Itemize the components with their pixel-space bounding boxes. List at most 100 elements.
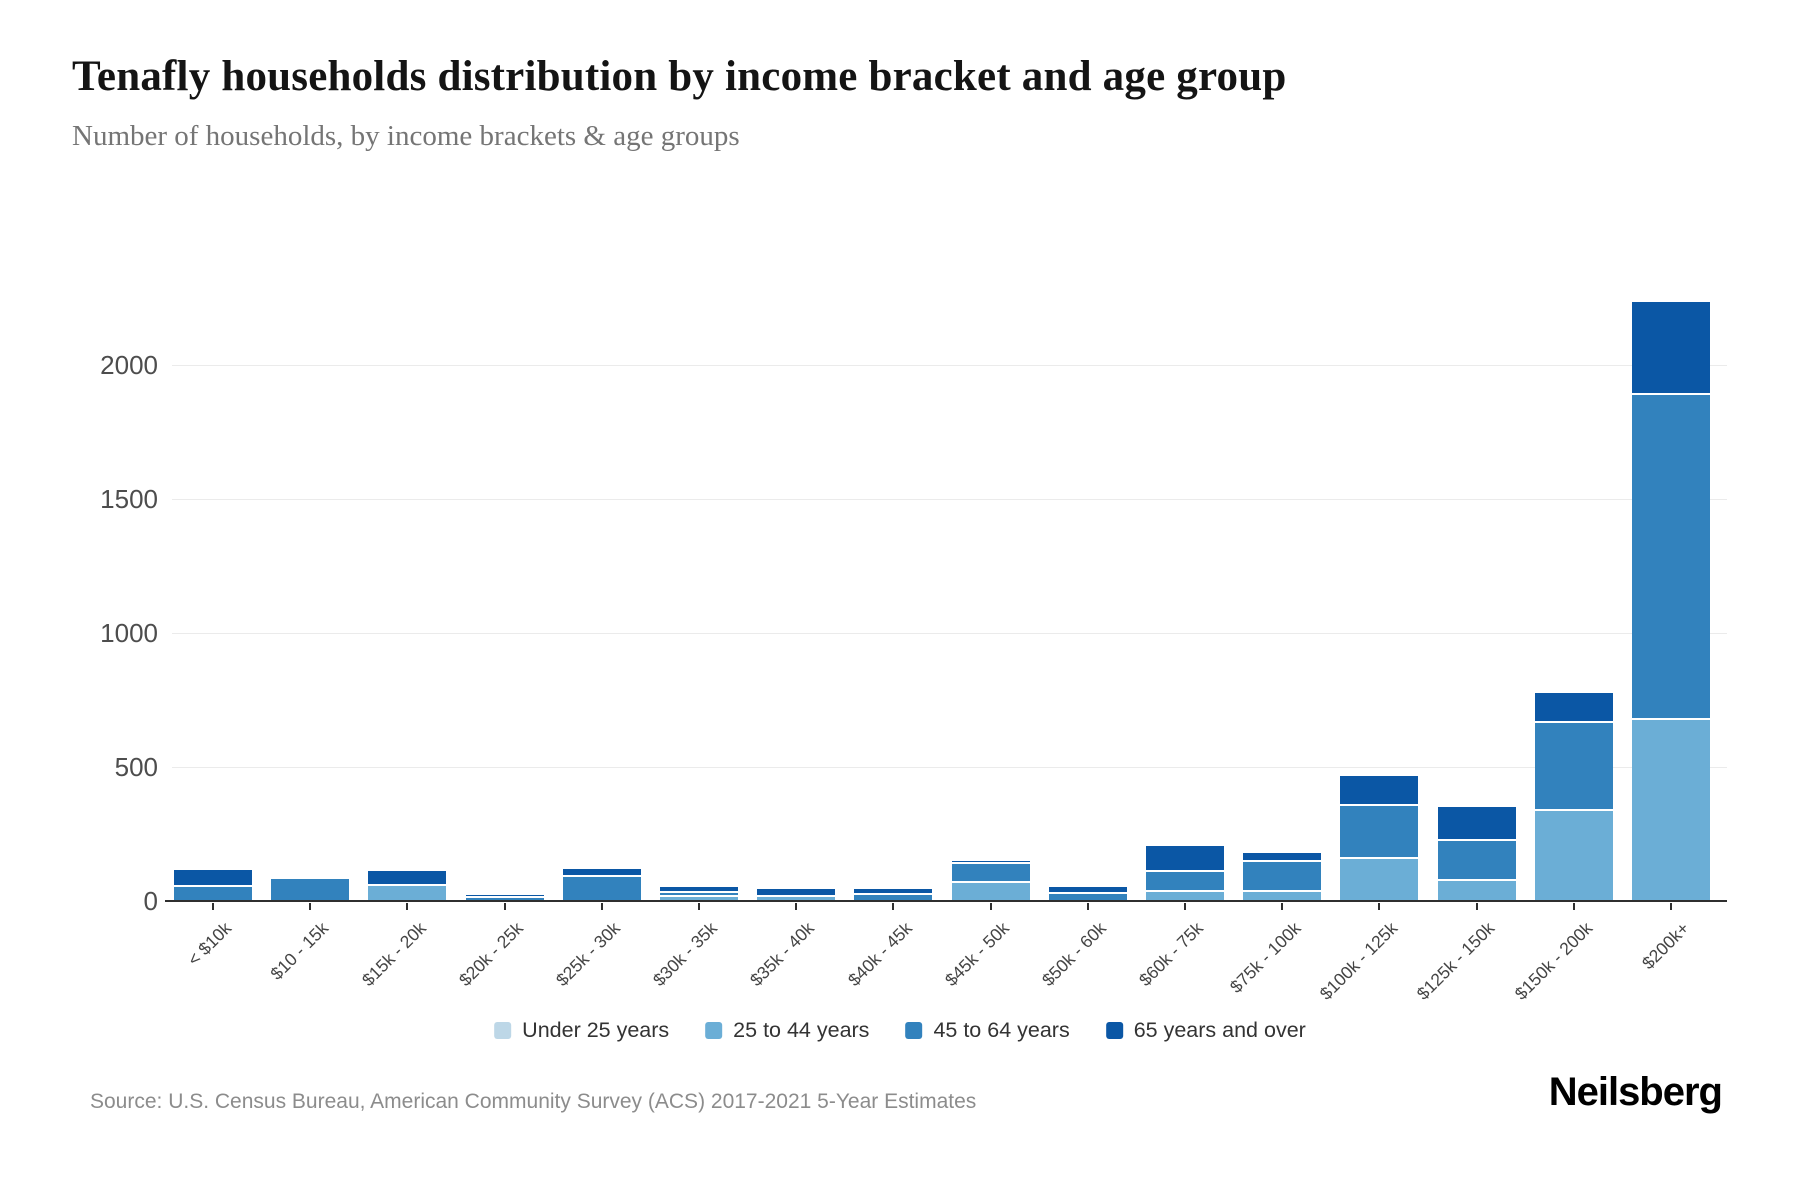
bar-10-15k[interactable] — [271, 876, 350, 901]
x-axis-label-60k-75k: $60k - 75k — [1135, 918, 1208, 990]
bar-segment-15k-20k-65-years-and-over[interactable] — [368, 870, 447, 886]
y-axis-tick-label-2000: 2000 — [100, 350, 158, 380]
bar-segment-75k-100k-65-years-and-over[interactable] — [1243, 852, 1322, 862]
bar-segment-10k-45-to-64-years[interactable] — [174, 887, 252, 901]
x-axis-tick-50k-60k — [1086, 903, 1089, 910]
bar-segment-45k-50k-45-to-64-years[interactable] — [951, 864, 1030, 884]
bar-segment-30k-35k-25-to-44-years[interactable] — [660, 896, 738, 901]
bar-segment-100k-125k-25-to-44-years[interactable] — [1340, 858, 1419, 901]
page-subtitle: Number of households, by income brackets… — [72, 120, 740, 152]
y-axis-tick-label-1500: 1500 — [100, 484, 158, 514]
source-note: Source: U.S. Census Bureau, American Com… — [90, 1090, 977, 1113]
bar-segment-150k-200k-45-to-64-years[interactable] — [1534, 722, 1613, 812]
bar-segment-30k-35k-45-to-64-years[interactable] — [660, 892, 738, 897]
legend-item-65-years-and-over[interactable]: 65 years and over — [1105, 1018, 1306, 1043]
gridline-2000 — [172, 365, 1727, 366]
x-axis-tick-75k-100k — [1281, 903, 1284, 910]
bar-15k-20k[interactable] — [368, 870, 447, 901]
x-axis-tick-150k-200k — [1572, 903, 1575, 910]
legend-label-65-years-and-over: 65 years and over — [1133, 1018, 1306, 1042]
bar-75k-100k[interactable] — [1243, 852, 1322, 901]
x-axis-label-75k-100k: $75k - 100k — [1225, 918, 1305, 997]
bar-segment-35k-40k-25-to-44-years[interactable] — [757, 896, 836, 901]
page-title: Tenafly households distribution by incom… — [72, 53, 1287, 100]
x-axis-label-150k-200k: $150k - 200k — [1510, 918, 1596, 1004]
x-axis-tick-45k-50k — [989, 903, 992, 910]
bar-segment-45k-50k-65-years-and-over[interactable] — [951, 861, 1030, 864]
x-axis-label-40k-45k: $40k - 45k — [843, 918, 916, 990]
bar-150k-200k[interactable] — [1534, 693, 1613, 901]
bar-10k[interactable] — [174, 870, 252, 901]
bar-segment-15k-20k-25-to-44-years[interactable] — [368, 885, 447, 901]
chart-legend: Under 25 years 25 to 44 years 45 to 64 yea… — [494, 1018, 1306, 1043]
x-axis-tick-125k-150k — [1475, 903, 1478, 910]
bar-segment-60k-75k-25-to-44-years[interactable] — [1146, 891, 1224, 901]
bar-segment-200k-45-to-64-years[interactable] — [1632, 395, 1710, 721]
legend-swatch-under-25-years — [494, 1022, 512, 1039]
x-axis-label-15k-20k: $15k - 20k — [357, 918, 430, 990]
bar-segment-40k-45k-45-to-64-years[interactable] — [854, 895, 933, 901]
x-axis-label-125k-150k: $125k - 150k — [1413, 918, 1499, 1004]
bar-segment-10-15k-45-to-64-years[interactable] — [271, 879, 350, 901]
bar-segment-10k-65-years-and-over[interactable] — [174, 870, 252, 888]
legend-swatch-25-to-44-years — [705, 1022, 723, 1039]
bar-segment-25k-30k-65-years-and-over[interactable] — [562, 869, 641, 877]
legend-item-under-25-years[interactable]: Under 25 years — [494, 1018, 669, 1043]
x-axis-tick-60k-75k — [1184, 903, 1186, 910]
bar-30k-35k[interactable] — [660, 887, 738, 901]
bar-125k-150k[interactable] — [1437, 807, 1516, 901]
bar-segment-45k-50k-25-to-44-years[interactable] — [951, 883, 1030, 901]
x-axis-tick-20k-25k — [503, 903, 506, 910]
bar-segment-100k-125k-45-to-64-years[interactable] — [1340, 805, 1419, 859]
bar-segment-50k-60k-45-to-64-years[interactable] — [1048, 894, 1127, 901]
bar-segment-60k-75k-45-to-64-years[interactable] — [1146, 871, 1224, 892]
gridline-1500 — [172, 499, 1727, 500]
bar-segment-150k-200k-25-to-44-years[interactable] — [1534, 811, 1613, 901]
bar-segment-75k-100k-25-to-44-years[interactable] — [1243, 891, 1322, 901]
bar-segment-125k-150k-45-to-64-years[interactable] — [1437, 840, 1516, 881]
bar-segment-200k-25-to-44-years[interactable] — [1632, 720, 1710, 901]
bar-segment-35k-40k-65-years-and-over[interactable] — [757, 888, 836, 897]
bar-segment-30k-35k-65-years-and-over[interactable] — [660, 887, 738, 893]
bar-50k-60k[interactable] — [1048, 887, 1127, 901]
legend-item-25-to-44-years[interactable]: 25 to 44 years — [705, 1018, 869, 1043]
gridline-500 — [172, 767, 1727, 768]
bar-segment-40k-45k-65-years-and-over[interactable] — [854, 889, 933, 896]
y-axis-tick-label-1000: 1000 — [100, 618, 158, 648]
bar-segment-10-15k-65-years-and-over[interactable] — [271, 876, 350, 880]
bar-segment-200k-65-years-and-over[interactable] — [1632, 302, 1710, 395]
bar-100k-125k[interactable] — [1340, 775, 1419, 901]
bar-segment-150k-200k-65-years-and-over[interactable] — [1534, 693, 1613, 723]
x-axis-label-10-15k: $10 - 15k — [266, 918, 333, 984]
bar-segment-20k-25k-45-to-64-years[interactable] — [465, 897, 544, 901]
bar-60k-75k[interactable] — [1146, 845, 1224, 901]
x-axis-label-25k-30k: $25k - 30k — [552, 918, 624, 990]
bar-200k[interactable] — [1632, 302, 1710, 901]
bar-segment-60k-75k-65-years-and-over[interactable] — [1146, 845, 1224, 872]
x-axis-tick-10-15k — [309, 903, 312, 910]
y-axis-tick-label-500: 500 — [114, 752, 158, 782]
bar-35k-40k[interactable] — [757, 888, 836, 901]
x-axis-label-45k-50k: $45k - 50k — [940, 918, 1013, 990]
x-axis-label-50k-60k: $50k - 60k — [1038, 918, 1110, 990]
x-axis-tick-25k-30k — [600, 903, 603, 910]
bar-segment-125k-150k-65-years-and-over[interactable] — [1437, 807, 1516, 841]
bar-segment-100k-125k-65-years-and-over[interactable] — [1340, 775, 1419, 806]
bar-segment-20k-25k-65-years-and-over[interactable] — [465, 895, 544, 898]
bar-45k-50k[interactable] — [951, 861, 1030, 901]
bar-20k-25k[interactable] — [465, 895, 544, 901]
bar-segment-50k-60k-65-years-and-over[interactable] — [1048, 887, 1127, 895]
bar-segment-125k-150k-25-to-44-years[interactable] — [1437, 880, 1516, 901]
legend-item-45-to-64-years[interactable]: 45 to 64 years — [905, 1018, 1070, 1043]
y-axis-tick-label-0: 0 — [143, 886, 158, 916]
bar-segment-25k-30k-45-to-64-years[interactable] — [562, 876, 641, 901]
bar-segment-75k-100k-45-to-64-years[interactable] — [1243, 861, 1322, 892]
brand-logo: Neilsberg — [1548, 1070, 1723, 1114]
bar-25k-30k[interactable] — [562, 869, 641, 901]
x-axis-line — [165, 900, 1727, 902]
legend-swatch-45-to-64-years — [905, 1022, 923, 1039]
bar-40k-45k[interactable] — [854, 889, 933, 901]
x-axis-tick-35k-40k — [795, 903, 798, 910]
gridline-1000 — [172, 633, 1727, 634]
